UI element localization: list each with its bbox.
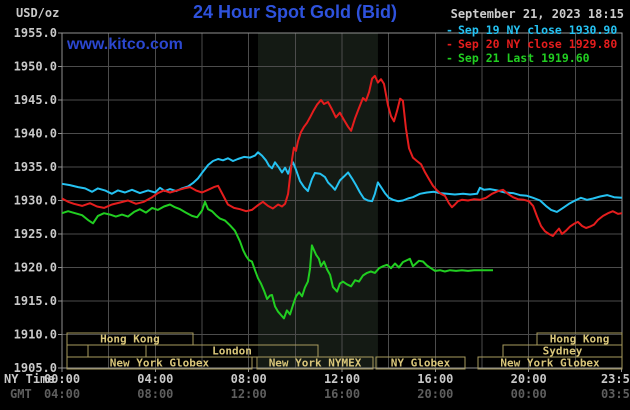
y-tick-label: 1945.0 xyxy=(14,93,57,107)
session-box xyxy=(87,344,147,358)
x-tick-label: 23:59 xyxy=(601,372,630,386)
x-tick-label: 00:00 xyxy=(44,372,80,386)
session-box xyxy=(375,356,466,370)
legend-label: Sep 20 NY close 1929.80 xyxy=(458,37,618,51)
legend-dash-icon: - xyxy=(446,23,453,37)
gmt-tick-label: 12:00 xyxy=(231,387,267,401)
session-label: New York Globex xyxy=(110,357,210,370)
x-axis-name: NY Time xyxy=(4,372,55,386)
gmt-tick-label: 16:00 xyxy=(324,387,360,401)
session-label: New York Globex xyxy=(500,357,600,370)
session-label: London xyxy=(212,345,252,358)
x-tick-label: 20:00 xyxy=(511,372,547,386)
y-tick-label: 1910.0 xyxy=(14,328,57,342)
y-tick-label: 1930.0 xyxy=(14,194,57,208)
legend-label: Sep 21 Last 1919.60 xyxy=(458,51,590,65)
y-tick-label: 1920.0 xyxy=(14,261,57,275)
legend-item: - Sep 19 NY close 1930.90 xyxy=(446,23,617,37)
y-tick-label: 1950.0 xyxy=(14,60,57,74)
x-tick-label: 16:00 xyxy=(417,372,453,386)
session-label: NY Globex xyxy=(391,357,451,370)
series-line-2 xyxy=(61,200,493,320)
legend-label: Sep 19 NY close 1930.90 xyxy=(458,23,618,37)
y-tick-label: 1935.0 xyxy=(14,160,57,174)
x-tick-label: 08:00 xyxy=(231,372,267,386)
x-tick-label: 12:00 xyxy=(324,372,360,386)
session-label: Hong Kong xyxy=(100,333,160,346)
page-title: 24 Hour Spot Gold (Bid) xyxy=(193,2,397,22)
y-tick-label: 1925.0 xyxy=(14,227,57,241)
session-box xyxy=(256,356,374,370)
y-tick-label: 1915.0 xyxy=(14,294,57,308)
legend-item: - Sep 20 NY close 1929.80 xyxy=(446,37,617,51)
gmt-tick-label: 03:59 xyxy=(601,387,630,401)
series-line-1 xyxy=(61,74,623,237)
session-box xyxy=(477,356,623,370)
y-tick-label: 1955.0 xyxy=(14,26,57,40)
gmt-tick-label: 00:00 xyxy=(511,387,547,401)
chart-legend: - Sep 19 NY close 1930.90- Sep 20 NY close… xyxy=(446,23,617,65)
session-label: Sydney xyxy=(543,345,583,358)
gmt-tick-label: 20:00 xyxy=(417,387,453,401)
gmt-tick-label: 04:00 xyxy=(44,387,80,401)
y-axis-unit-label: USD/oz xyxy=(16,6,60,20)
x-tick-label: 04:00 xyxy=(137,372,173,386)
session-box xyxy=(66,356,253,370)
kitco-watermark-link[interactable]: www.kitco.com xyxy=(67,36,183,53)
session-label: Hong Kong xyxy=(550,333,610,346)
gmt-tick-label: 08:00 xyxy=(137,387,173,401)
y-tick-label: 1940.0 xyxy=(14,127,57,141)
session-box xyxy=(66,344,89,358)
session-label: New York NYMEX xyxy=(269,357,362,370)
y-tick-label: 1905.0 xyxy=(14,361,57,375)
gmt-axis-name: GMT xyxy=(10,387,32,401)
legend-dash-icon: - xyxy=(446,37,453,51)
legend-item: - Sep 21 Last 1919.60 xyxy=(446,51,617,65)
chart-datetime: September 21, 2023 18:15 xyxy=(450,7,624,21)
legend-dash-icon: - xyxy=(446,51,453,65)
